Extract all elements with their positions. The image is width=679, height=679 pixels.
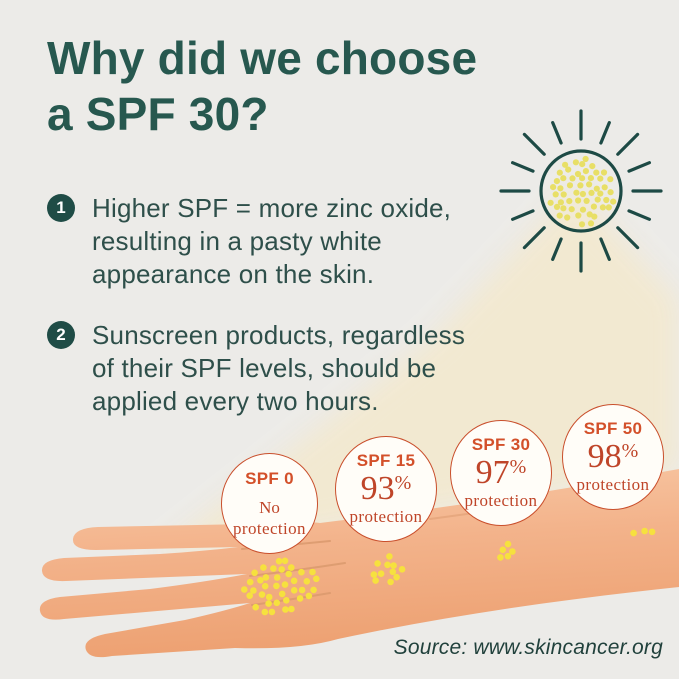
- spf-circle-spf50: SPF 50 98% protection: [562, 404, 664, 510]
- bullet-1-line-3: appearance on the skin.: [92, 259, 375, 289]
- protection-value: 98%: [588, 439, 639, 475]
- sun-icon: [499, 109, 663, 273]
- page-title-line-1: Why did we choose: [47, 32, 478, 84]
- bullet-1-text: Higher SPF = more zinc oxide, resulting …: [92, 192, 451, 291]
- spf-circle-spf30: SPF 30 97% protection: [450, 420, 552, 526]
- bullet-2-line-2: of their SPF levels, should be: [92, 353, 437, 383]
- protection-number: 98: [587, 438, 622, 476]
- percent-sign: %: [509, 456, 527, 479]
- protection-word: protection: [464, 490, 538, 510]
- bullet-2-text: Sunscreen products, regardless of their …: [92, 319, 465, 418]
- protection-value: 97%: [476, 455, 527, 491]
- percent-sign: %: [621, 440, 639, 463]
- spf-level-label: SPF 30: [471, 435, 531, 455]
- protection-value: 93%: [361, 471, 412, 507]
- spf-level-label: SPF 15: [356, 451, 416, 471]
- bullet-2-line-3: applied every two hours.: [92, 386, 379, 416]
- bullet-2-line-1: Sunscreen products, regardless: [92, 320, 466, 350]
- protection-word: protection: [349, 506, 423, 526]
- spf-level-label: SPF 0: [245, 468, 294, 488]
- source-credit: Source: www.skincancer.org: [393, 636, 663, 659]
- bullet-2-number-badge: 2: [47, 321, 75, 349]
- percent-sign: %: [394, 472, 412, 495]
- bullet-1-line-2: resulting in a pasty white: [92, 226, 382, 256]
- bullet-1-line-1: Higher SPF = more zinc oxide,: [92, 193, 452, 223]
- bullet-item-2: 2 Sunscreen products, regardless of thei…: [47, 319, 465, 418]
- bullet-item-1: 1 Higher SPF = more zinc oxide, resultin…: [47, 192, 451, 291]
- protection-number: 93: [360, 470, 395, 508]
- protection-word: protection: [233, 518, 306, 538]
- spf-circle-spf15: SPF 15 93% protection: [335, 436, 437, 542]
- page-title-line-2: a SPF 30?: [47, 88, 269, 140]
- protection-number: No: [259, 497, 280, 517]
- protection-value: No: [259, 495, 280, 519]
- bullet-1-number-badge: 1: [47, 194, 75, 222]
- uv-dot-clusters: [241, 527, 656, 616]
- protection-number: 97: [475, 454, 510, 492]
- spf-level-label: SPF 50: [583, 419, 643, 439]
- page-title: Why did we choose a SPF 30?: [47, 30, 477, 142]
- spf-circle-spf0: SPF 0 No protection: [221, 453, 318, 554]
- protection-word: protection: [576, 474, 650, 494]
